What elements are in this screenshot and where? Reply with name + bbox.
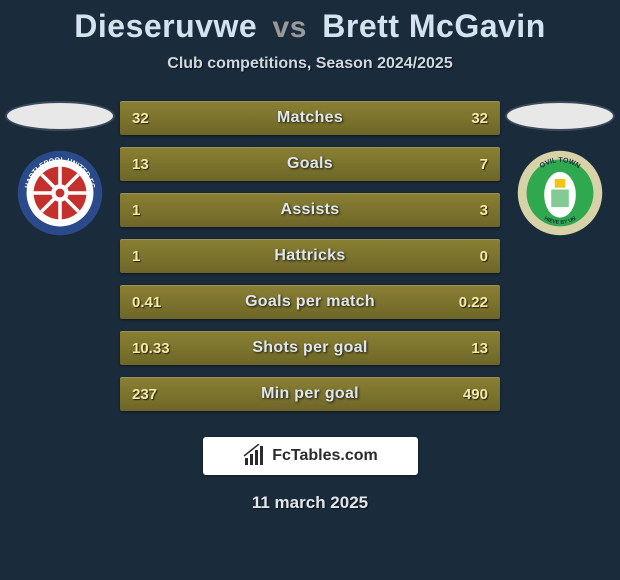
stat-left-value: 237 bbox=[132, 386, 172, 403]
stat-right-value: 490 bbox=[448, 386, 488, 403]
stat-label: Goals bbox=[287, 155, 333, 173]
right-column: OVIL TOWN HIEVE BY UN bbox=[500, 101, 620, 237]
player2-photo-placeholder bbox=[505, 101, 615, 131]
stat-label: Shots per goal bbox=[252, 339, 367, 357]
bar-chart-icon bbox=[242, 444, 266, 468]
club-crest-right-icon: OVIL TOWN HIEVE BY UN bbox=[516, 149, 604, 237]
vs-label: vs bbox=[273, 11, 307, 44]
stat-left-value: 1 bbox=[132, 202, 172, 219]
stat-right-value: 3 bbox=[448, 202, 488, 219]
stat-right-value: 32 bbox=[448, 110, 488, 127]
comparison-content: HARTLEPOOL UNITED FC OVIL TOWN HIEVE BY … bbox=[0, 101, 620, 411]
left-column: HARTLEPOOL UNITED FC bbox=[0, 101, 120, 237]
source-brand: FcTables.com bbox=[272, 447, 378, 465]
stat-left-value: 13 bbox=[132, 156, 172, 173]
stat-left-value: 10.33 bbox=[132, 340, 172, 357]
stat-right-value: 0 bbox=[448, 248, 488, 265]
stat-label: Hattricks bbox=[274, 247, 345, 265]
page-title: Dieseruvwe vs Brett McGavin bbox=[0, 0, 620, 45]
club-crest-left-icon: HARTLEPOOL UNITED FC bbox=[16, 149, 104, 237]
stat-left-value: 0.41 bbox=[132, 294, 172, 311]
stat-right-value: 13 bbox=[448, 340, 488, 357]
stat-label: Min per goal bbox=[261, 385, 359, 403]
stat-left-value: 32 bbox=[132, 110, 172, 127]
stat-rows: 32 Matches 32 13 Goals 7 1 Assists 3 1 H… bbox=[120, 101, 500, 411]
player1-photo-placeholder bbox=[5, 101, 115, 131]
stat-left-value: 1 bbox=[132, 248, 172, 265]
subtitle: Club competitions, Season 2024/2025 bbox=[0, 55, 620, 73]
player2-name: Brett McGavin bbox=[322, 8, 545, 44]
stat-row-shots-per-goal: 10.33 Shots per goal 13 bbox=[120, 331, 500, 365]
stat-label: Goals per match bbox=[245, 293, 375, 311]
stat-label: Matches bbox=[277, 109, 343, 127]
stat-label: Assists bbox=[280, 201, 339, 219]
stat-right-value: 7 bbox=[448, 156, 488, 173]
stat-right-value: 0.22 bbox=[448, 294, 488, 311]
player1-name: Dieseruvwe bbox=[74, 8, 257, 44]
stat-row-goals-per-match: 0.41 Goals per match 0.22 bbox=[120, 285, 500, 319]
hartlepool-united-badge: HARTLEPOOL UNITED FC bbox=[16, 149, 104, 237]
stat-row-min-per-goal: 237 Min per goal 490 bbox=[120, 377, 500, 411]
stat-row-matches: 32 Matches 32 bbox=[120, 101, 500, 135]
stat-row-hattricks: 1 Hattricks 0 bbox=[120, 239, 500, 273]
stat-row-assists: 1 Assists 3 bbox=[120, 193, 500, 227]
yeovil-town-badge: OVIL TOWN HIEVE BY UN bbox=[516, 149, 604, 237]
infographic-date: 11 march 2025 bbox=[0, 493, 620, 513]
source-attribution: FcTables.com bbox=[203, 437, 418, 475]
stat-row-goals: 13 Goals 7 bbox=[120, 147, 500, 181]
